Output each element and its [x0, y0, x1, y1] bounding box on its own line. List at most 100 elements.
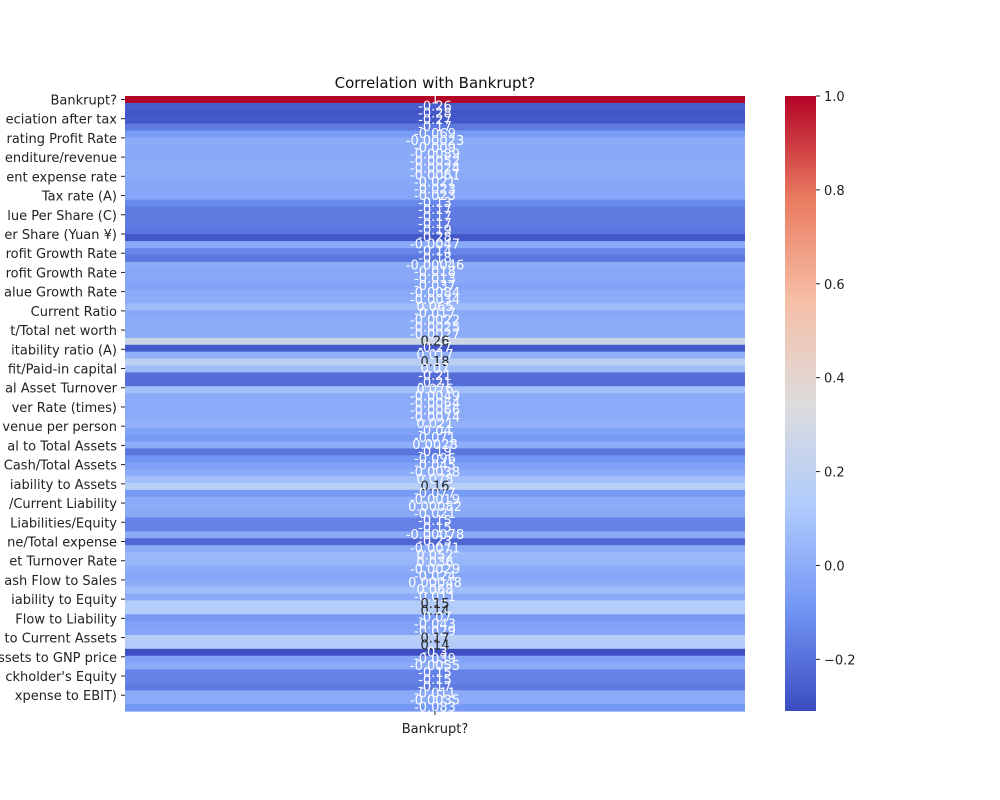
cell-annotation: -0.024	[414, 569, 456, 584]
cell-annotation: -0.0022	[410, 314, 460, 329]
cell-annotation: -0.15	[418, 666, 452, 681]
cell-annotation: -0.0038	[410, 466, 460, 481]
cell-annotation: -0.00046	[406, 258, 464, 273]
cell-annotation: -0.0034	[410, 293, 460, 308]
cell-annotation: -0.043	[414, 618, 456, 633]
cell-annotation: -0.009	[414, 141, 456, 156]
heatmap-cell	[125, 482, 745, 491]
heatmap-cell	[125, 676, 745, 684]
y-tick-label: al Asset Turnover	[5, 382, 118, 397]
cell-annotation: 0.15	[421, 597, 450, 612]
cell-annotation: 0.052	[416, 549, 453, 564]
cell-annotation: -0.083	[414, 701, 456, 716]
heatmap-cell	[125, 151, 745, 159]
cell-annotation: -0.15	[418, 521, 452, 536]
heatmap-cell	[125, 268, 745, 277]
cell-annotation: -0.0061	[410, 168, 460, 183]
y-tick-label: t/Total net worth	[10, 324, 117, 339]
cell-annotation: -0.17	[418, 680, 452, 695]
cell-annotation: -0.021	[414, 175, 456, 190]
y-tick-label: Cash/Total Assets	[4, 459, 117, 474]
cell-annotation: -0.21	[418, 376, 452, 391]
y-tick-label: Liabilities/Equity	[10, 516, 117, 531]
heatmap-cell	[125, 137, 745, 145]
cell-annotation: 0.078	[416, 473, 453, 488]
y-tick-label: ent expense rate	[6, 170, 117, 185]
cell-annotation: -0.17	[418, 210, 452, 225]
heatmap-cell	[125, 510, 745, 519]
y-tick-label: ne/Total expense	[7, 535, 117, 550]
heatmap-cell	[125, 683, 745, 691]
cell-annotation: -0.13	[418, 196, 452, 211]
heatmap-cell	[125, 130, 745, 139]
heatmap-cell	[125, 697, 745, 705]
cell-annotation: -0.0084	[410, 286, 460, 301]
colorbar-tick-label: 0.0	[824, 559, 845, 574]
heatmap-cell	[125, 192, 745, 201]
cell-annotation: -0.039	[414, 652, 456, 667]
heatmap-cell	[125, 545, 745, 553]
heatmap-cell	[125, 420, 745, 429]
cell-annotation: -0.045	[414, 459, 456, 474]
cell-annotation: -0.23	[418, 535, 452, 550]
heatmap-cell	[125, 648, 745, 657]
heatmap-cell	[125, 96, 745, 104]
heatmap-cell	[125, 324, 745, 332]
heatmap-cell	[125, 503, 745, 512]
heatmap-cell	[125, 379, 745, 387]
colorbar-tick-label: 0.4	[824, 372, 845, 387]
cell-annotation: 0.18	[421, 355, 450, 370]
y-tick-label: ckholder's Equity	[5, 670, 117, 685]
cell-annotation: -0.0064	[410, 397, 460, 412]
heatmap-cell	[125, 178, 745, 187]
heatmap-cell	[125, 393, 745, 401]
heatmap-cell	[125, 496, 745, 505]
y-tick-label: Bankrupt?	[51, 93, 118, 108]
heatmap-cell	[125, 241, 745, 249]
heatmap-cell	[125, 109, 745, 118]
y-tick-label: ssets to GNP price	[0, 651, 117, 666]
heatmap-cell	[125, 296, 745, 304]
heatmap-cell	[125, 669, 745, 678]
cell-annotation: -0.15	[418, 514, 452, 529]
heatmap-cell	[125, 579, 745, 588]
y-tick-label: enditure/revenue	[5, 151, 117, 166]
cell-annotation: -0.21	[418, 369, 452, 384]
heatmap-annotations: 1-0.26-0.28-0.27-0.17-0.069-0.00023-0.00…	[406, 92, 464, 715]
colorbar-tick-label: 0.6	[824, 278, 845, 293]
cell-annotation: 0.16	[421, 479, 450, 494]
heatmap-cell	[125, 476, 745, 484]
cell-annotation: 0.036	[416, 555, 453, 570]
heatmap-cell	[125, 607, 745, 615]
cell-annotation: -0.0089	[410, 148, 460, 163]
heatmap-cell	[125, 227, 745, 235]
cell-annotation: -0.023	[414, 189, 456, 204]
heatmap-cell	[125, 344, 745, 353]
cell-annotation: 0.14	[421, 604, 450, 619]
cell-annotation: 0.14	[421, 638, 450, 653]
cell-annotation: -0.0049	[410, 390, 460, 405]
y-tick-label: al to Total Assets	[7, 439, 117, 454]
heatmap-cell	[125, 448, 745, 456]
cell-annotation: 0.017	[416, 348, 453, 363]
heatmap-cell	[125, 261, 745, 270]
cell-annotation: -0.07	[418, 611, 452, 626]
heatmap-cell	[125, 165, 745, 173]
cell-annotation: -0.013	[414, 272, 456, 287]
heatmap-cell	[125, 400, 745, 408]
cell-annotation: -0.018	[414, 265, 456, 280]
heatmap-cell	[125, 441, 745, 450]
heatmap-cell	[125, 634, 745, 643]
heatmap-cell	[125, 303, 745, 311]
heatmap-cell	[125, 462, 745, 470]
cell-annotation: -0.0027	[410, 327, 460, 342]
heatmap-cell	[125, 406, 745, 415]
heatmap-cell	[125, 372, 745, 380]
heatmap-cell	[125, 662, 745, 671]
colorbar-ticks: 1.0 0.8 0.6 0.4 0.2 0.0 −0.2	[816, 90, 856, 668]
heatmap-cell	[125, 690, 745, 698]
cell-annotation: -0.17	[418, 217, 452, 232]
y-tick-label: iability to Assets	[10, 478, 117, 493]
cell-annotation: -0.077	[414, 486, 456, 501]
